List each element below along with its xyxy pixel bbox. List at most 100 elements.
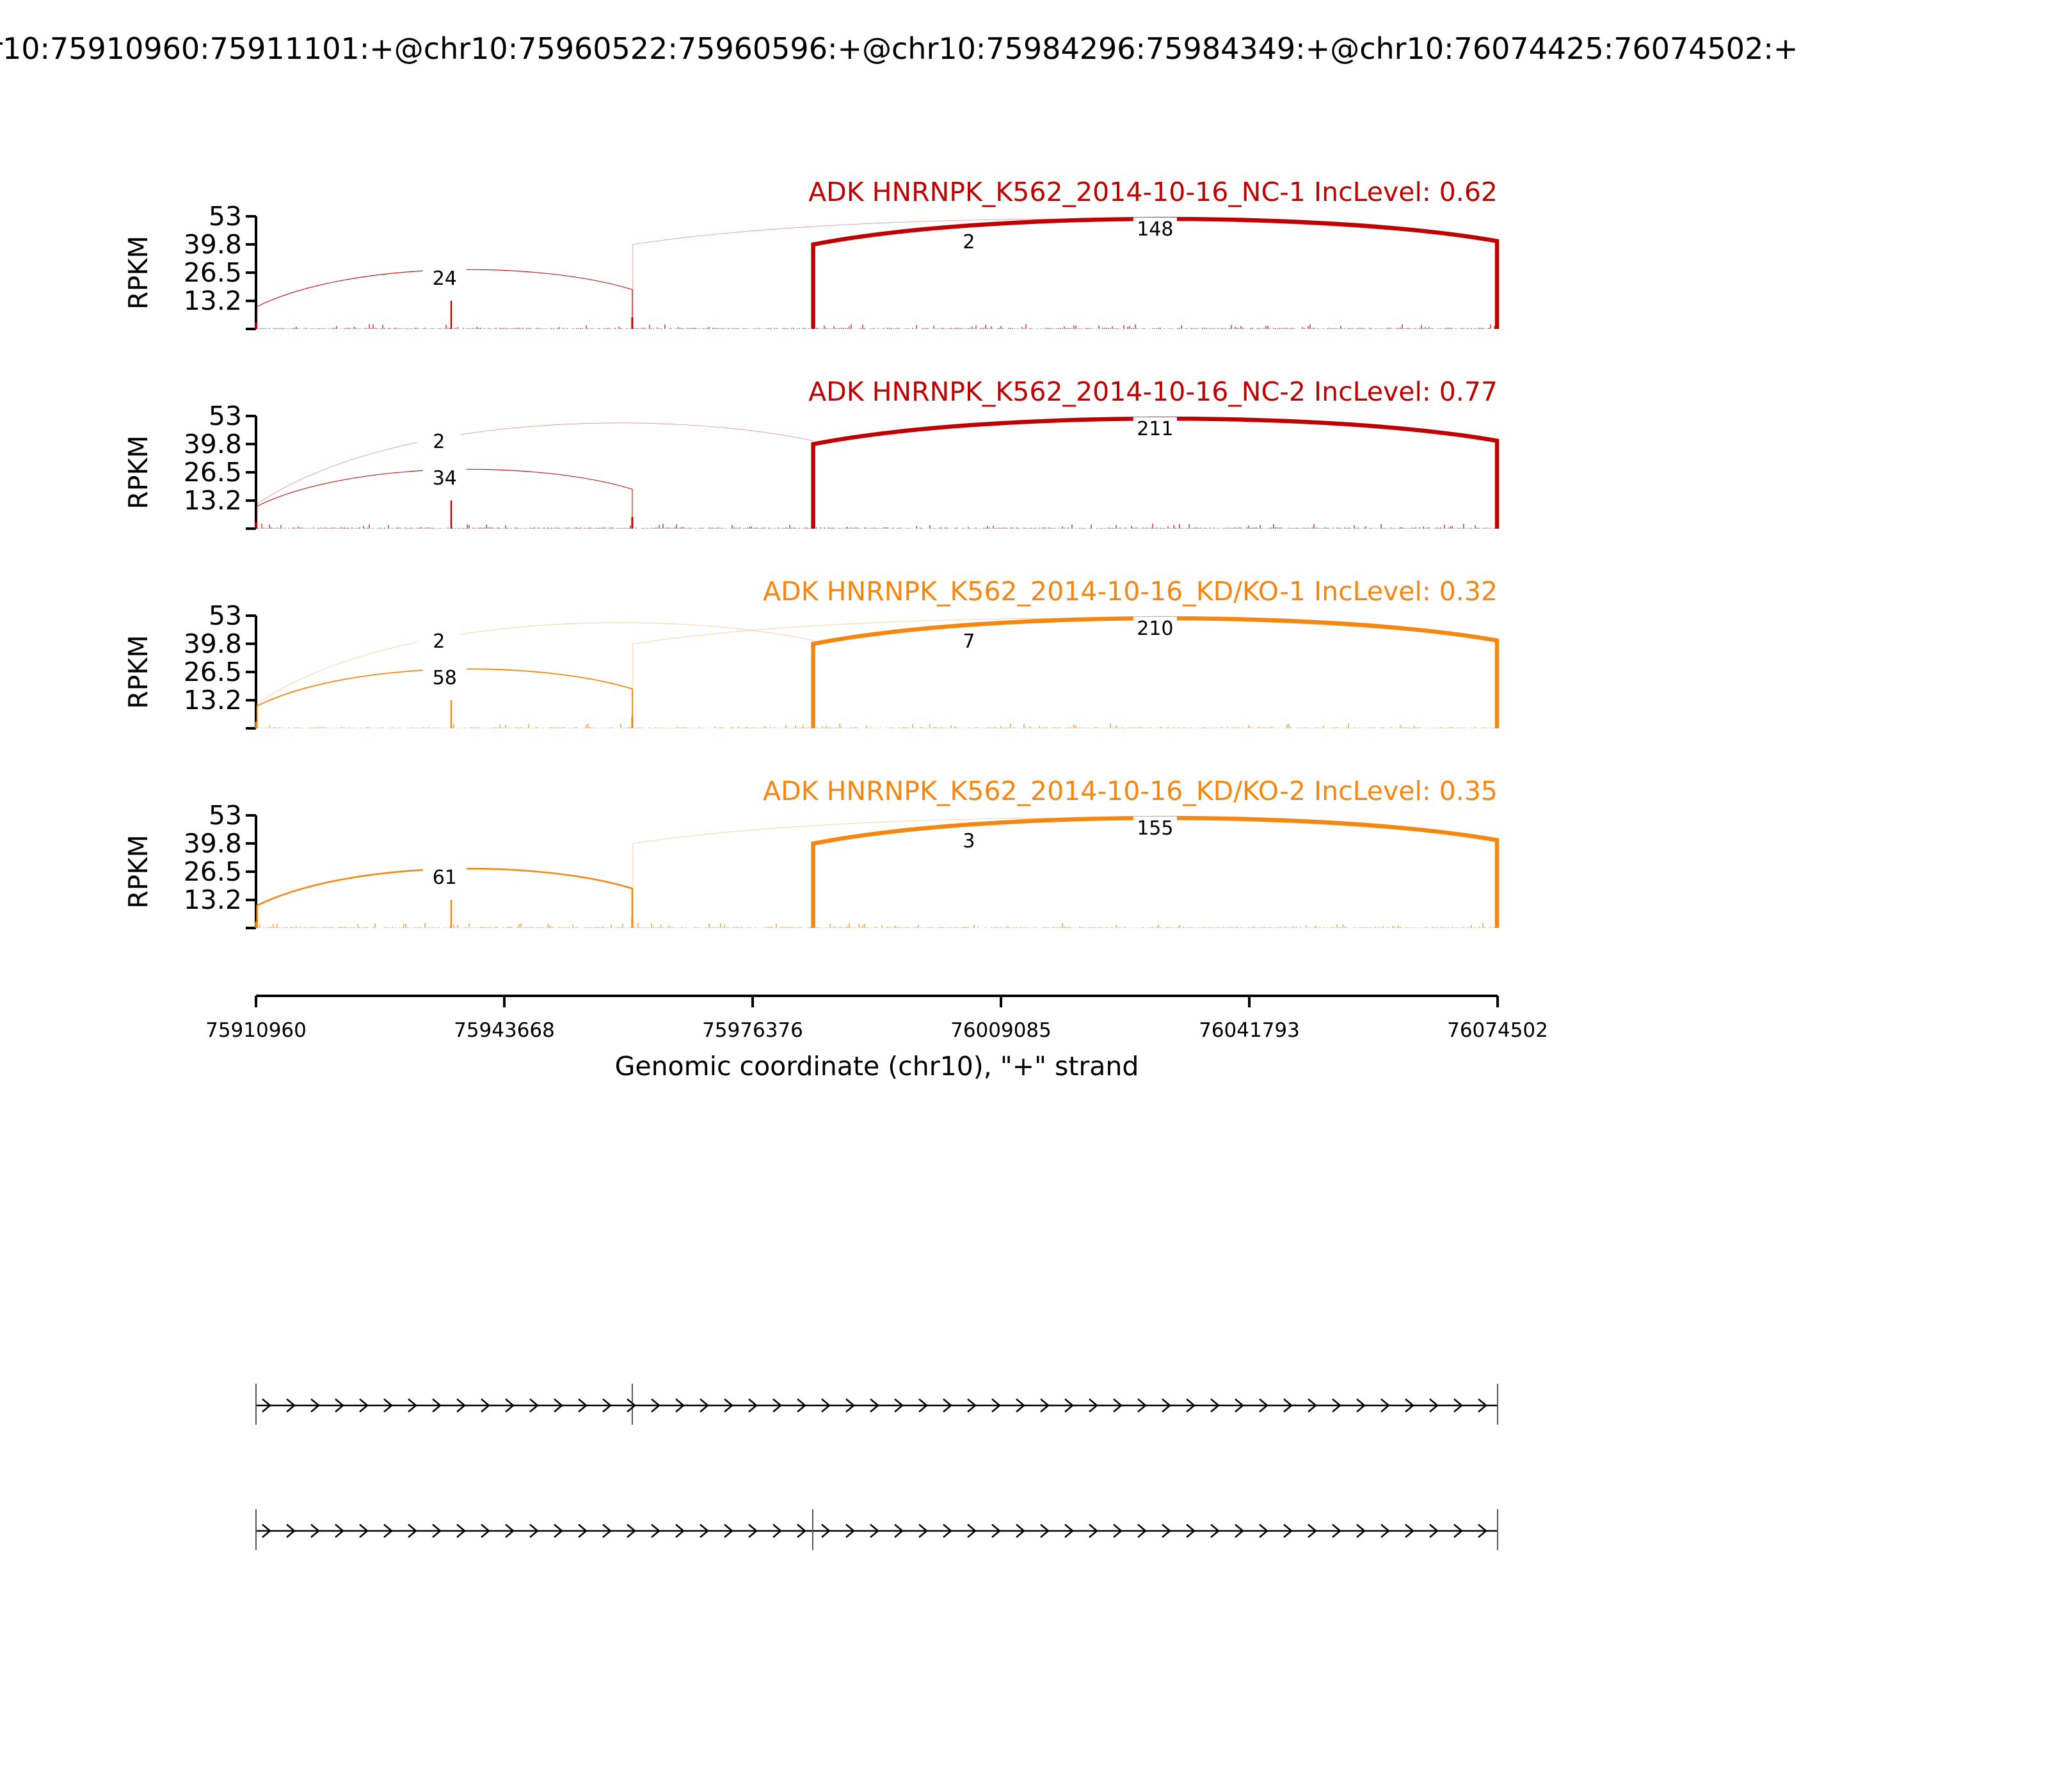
strand-arrow xyxy=(1089,1398,1098,1412)
x-tick-label: 75943668 xyxy=(454,1019,555,1042)
y-tick-label: 26.5 xyxy=(184,457,242,488)
strand-arrow xyxy=(797,1398,806,1412)
exon-coverage xyxy=(255,722,257,728)
junction-arc xyxy=(632,817,1498,928)
y-tick-label: 13.2 xyxy=(184,884,242,915)
strand-arrow xyxy=(1235,1524,1244,1538)
junction-label-box xyxy=(417,629,461,653)
junction-count-label: 58 xyxy=(433,667,457,689)
strand-arrow xyxy=(529,1524,539,1538)
strand-arrow xyxy=(529,1398,539,1412)
strand-arrow xyxy=(772,1398,782,1412)
x-tick-label: 75976376 xyxy=(702,1019,803,1042)
junction-count-label: 24 xyxy=(433,268,457,290)
x-tick-label: 75910960 xyxy=(205,1019,307,1042)
junction-count-label: 3 xyxy=(963,830,975,852)
y-axis-label: RPKM xyxy=(123,635,154,708)
panel-title: ADK HNRNPK_K562_2014-10-16_KD/KO-1 IncLe… xyxy=(763,576,1498,607)
strand-arrow xyxy=(1283,1524,1293,1538)
strand-arrow xyxy=(1064,1398,1074,1412)
strand-arrow xyxy=(748,1398,758,1412)
strand-arrow xyxy=(408,1524,417,1538)
track-panels: ADK HNRNPK_K562_2014-10-16_NC-1 IncLevel… xyxy=(123,177,1500,929)
strand-arrow xyxy=(1283,1398,1293,1412)
strand-arrow xyxy=(505,1524,515,1538)
strand-arrow xyxy=(1356,1398,1366,1412)
strand-arrow xyxy=(505,1398,515,1412)
strand-arrow xyxy=(1235,1398,1244,1412)
y-tick-label: 39.8 xyxy=(184,828,242,859)
strand-arrow xyxy=(748,1524,758,1538)
y-tick-label: 13.2 xyxy=(184,485,242,516)
junction-count-label: 210 xyxy=(1137,618,1173,640)
junction-count-label: 148 xyxy=(1137,218,1173,241)
strand-arrow xyxy=(1040,1398,1050,1412)
strand-arrow xyxy=(1453,1398,1463,1412)
strand-arrow xyxy=(1405,1398,1414,1412)
y-tick-label: 13.2 xyxy=(184,685,242,716)
y-tick-label: 39.8 xyxy=(184,229,242,260)
strand-arrow xyxy=(432,1524,442,1538)
strand-arrow xyxy=(335,1524,344,1538)
strand-arrow xyxy=(1405,1524,1414,1538)
y-axis-label: RPKM xyxy=(123,835,154,908)
strand-arrow xyxy=(797,1524,806,1538)
strand-arrow xyxy=(1259,1524,1268,1538)
exon-coverage xyxy=(255,922,257,928)
strand-arrow xyxy=(675,1398,685,1412)
junction-label-box xyxy=(422,866,467,890)
junction-label-box xyxy=(1133,417,1177,440)
y-tick-label: 26.5 xyxy=(184,257,242,288)
strand-arrow xyxy=(554,1398,563,1412)
junction-label-box xyxy=(422,267,467,291)
strand-arrow xyxy=(991,1524,1001,1538)
strand-arrow xyxy=(1308,1524,1317,1538)
strand-arrow xyxy=(481,1398,490,1412)
y-tick-label: 39.8 xyxy=(184,429,242,460)
strand-arrow xyxy=(1332,1524,1341,1538)
panel-title: ADK HNRNPK_K562_2014-10-16_NC-1 IncLevel… xyxy=(808,177,1498,207)
junction-arc xyxy=(632,618,1498,728)
strand-arrow xyxy=(1380,1524,1390,1538)
junction-label-box xyxy=(947,230,991,253)
strand-arrow xyxy=(700,1398,709,1412)
coverage-noise xyxy=(255,723,1497,728)
strand-arrow xyxy=(1162,1524,1171,1538)
strand-arrow xyxy=(578,1398,588,1412)
junction-arc xyxy=(257,622,813,728)
x-tick-label: 76074502 xyxy=(1447,1019,1548,1042)
strand-arrow xyxy=(359,1524,369,1538)
strand-arrow xyxy=(1113,1398,1123,1412)
junction-count-label: 34 xyxy=(433,467,457,490)
panel-title: ADK HNRNPK_K562_2014-10-16_NC-2 IncLevel… xyxy=(808,376,1498,407)
x-tick-label: 76009085 xyxy=(950,1019,1052,1042)
y-tick-label: 53 xyxy=(209,600,242,631)
strand-arrow xyxy=(286,1524,296,1538)
strand-arrow xyxy=(675,1524,685,1538)
strand-arrow xyxy=(286,1398,296,1412)
track-panel: ADK HNRNPK_K562_2014-10-16_KD/KO-2 IncLe… xyxy=(123,776,1500,929)
y-tick-label: 53 xyxy=(209,201,242,232)
strand-arrow xyxy=(627,1398,636,1412)
strand-arrow xyxy=(967,1524,977,1538)
strand-arrow xyxy=(1259,1398,1268,1412)
junction-label-box xyxy=(1133,816,1177,840)
strand-arrow xyxy=(918,1398,928,1412)
track-panel: ADK HNRNPK_K562_2014-10-16_NC-1 IncLevel… xyxy=(123,177,1500,330)
y-tick-label: 53 xyxy=(209,800,242,831)
strand-arrow xyxy=(870,1398,879,1412)
strand-arrow xyxy=(845,1524,855,1538)
strand-arrow xyxy=(1113,1524,1123,1538)
strand-arrow xyxy=(383,1398,393,1412)
track-panel: ADK HNRNPK_K562_2014-10-16_NC-2 IncLevel… xyxy=(123,376,1500,530)
junction-label-box xyxy=(422,666,467,690)
strand-arrow xyxy=(262,1398,271,1412)
strand-arrow xyxy=(602,1524,612,1538)
strand-arrow xyxy=(821,1398,831,1412)
strand-arrow xyxy=(772,1524,782,1538)
exon-coverage xyxy=(255,522,257,529)
strand-arrow xyxy=(1332,1398,1341,1412)
junction-arc xyxy=(257,422,813,529)
strand-arrow xyxy=(821,1524,831,1538)
strand-arrow xyxy=(554,1524,563,1538)
